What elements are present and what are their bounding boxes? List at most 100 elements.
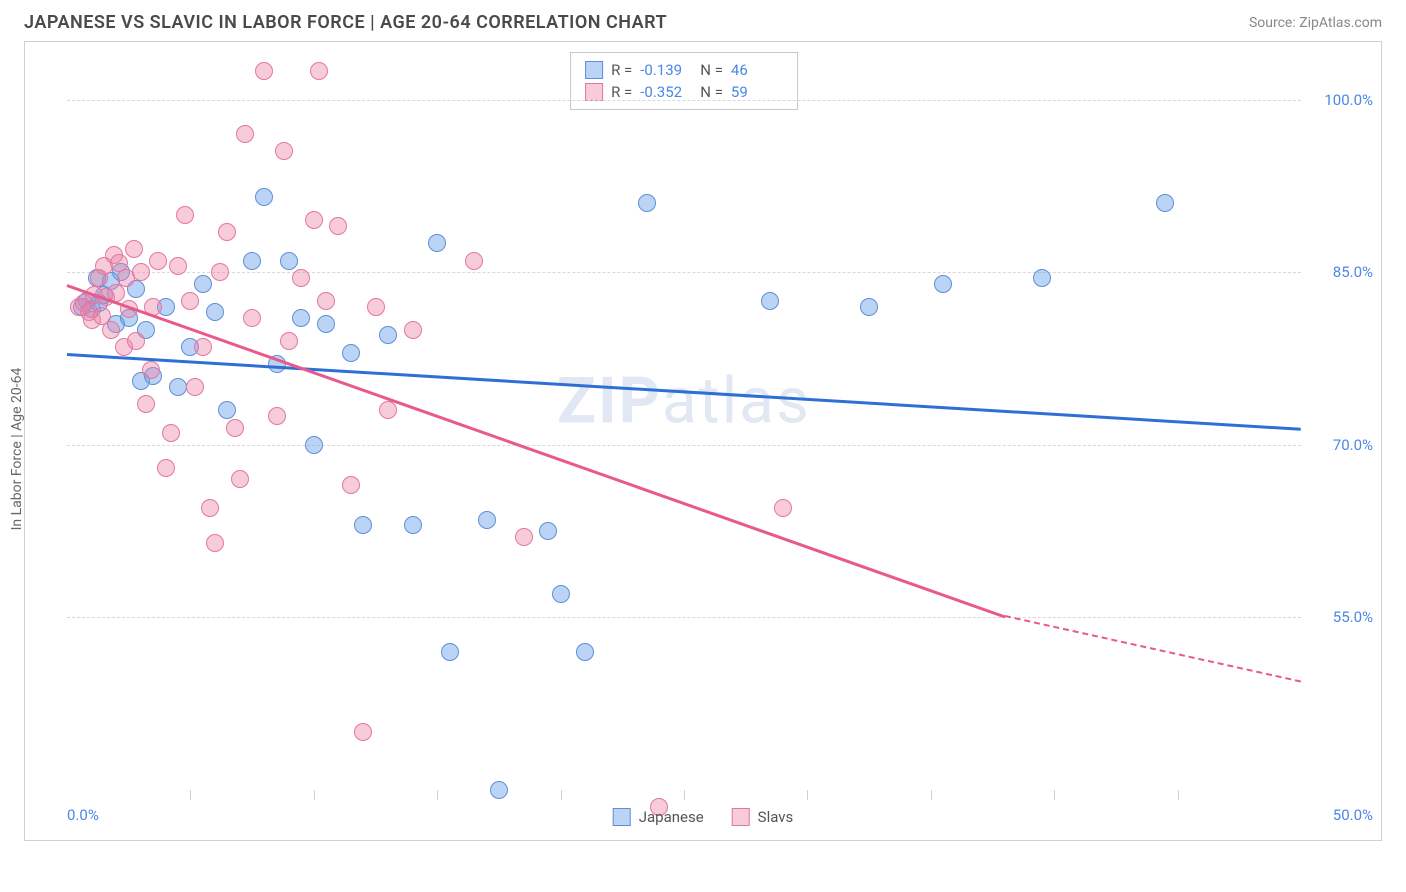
data-point [342,476,360,494]
data-point [761,292,779,310]
data-point [275,142,293,160]
data-point [236,125,254,143]
data-point [243,252,261,270]
legend-item-slavs: Slavs [732,808,794,826]
data-point [860,298,878,316]
data-point [186,378,204,396]
swatch-japanese [585,61,603,79]
data-point [292,269,310,287]
data-point [379,401,397,419]
data-point [231,470,249,488]
data-point [292,309,310,327]
trend-line [67,284,1006,618]
stats-box: R = -0.139 N = 46 R = -0.352 N = 59 [570,52,798,110]
data-point [638,194,656,212]
data-point [176,206,194,224]
data-point [428,234,446,252]
data-point [280,332,298,350]
gridline [67,100,1301,101]
data-point [127,332,145,350]
data-point [317,315,335,333]
data-point [149,252,167,270]
data-point [329,217,347,235]
data-point [367,298,385,316]
data-point [539,522,557,540]
data-point [243,309,261,327]
data-point [342,344,360,362]
x-tick [807,790,808,800]
gridline [67,617,1301,618]
data-point [218,401,236,419]
gridline [67,445,1301,446]
x-tick [190,790,191,800]
data-point [218,223,236,241]
x-min-label: 0.0% [67,806,99,824]
stats-row-japanese: R = -0.139 N = 46 [585,59,783,81]
data-point [206,303,224,321]
data-point [441,643,459,661]
data-point [157,459,175,477]
data-point [354,723,372,741]
data-point [211,263,229,281]
source-label: Source: ZipAtlas.com [1249,15,1382,31]
gridline [67,272,1301,273]
y-axis-label: In Labor Force | Age 20-64 [9,368,25,531]
r-value-slavs: -0.352 [640,83,692,101]
legend-item-japanese: Japanese [613,808,704,826]
data-point [226,419,244,437]
data-point [478,511,496,529]
data-point [255,188,273,206]
x-tick [684,790,685,800]
data-point [194,338,212,356]
data-point [142,361,160,379]
x-max-label: 50.0% [1333,806,1373,824]
data-point [1033,269,1051,287]
bottom-legend: Japanese Slavs [613,808,794,826]
data-point [169,378,187,396]
x-tick [1178,790,1179,800]
data-point [305,211,323,229]
data-point [162,424,180,442]
trend-line [1005,615,1302,683]
data-point [1156,194,1174,212]
data-point [102,321,120,339]
x-tick [314,790,315,800]
data-point [934,275,952,293]
data-point [310,62,328,80]
data-point [137,395,155,413]
data-point [305,436,323,454]
data-point [354,516,372,534]
data-point [515,528,533,546]
data-point [132,263,150,281]
data-point [317,292,335,310]
legend-swatch-slavs [732,808,750,826]
x-tick [1054,790,1055,800]
data-point [404,321,422,339]
data-point [490,781,508,799]
data-point [181,292,199,310]
x-tick [437,790,438,800]
data-point [280,252,298,270]
legend-swatch-japanese [613,808,631,826]
y-tick-label: 55.0% [1333,608,1373,626]
y-tick-label: 100.0% [1324,91,1373,109]
chart-title: JAPANESE VS SLAVIC IN LABOR FORCE | AGE … [24,12,667,33]
n-value-japanese: 46 [731,61,783,79]
data-point [194,275,212,293]
data-point [404,516,422,534]
data-point [774,499,792,517]
plot-area: ZIPatlas R = -0.139 N = 46 R = -0.352 N … [67,42,1301,790]
r-value-japanese: -0.139 [640,61,692,79]
data-point [552,585,570,603]
y-tick-label: 70.0% [1333,436,1373,454]
data-point [379,326,397,344]
data-point [169,257,187,275]
chart-container: In Labor Force | Age 20-64 ZIPatlas R = … [24,41,1382,841]
data-point [465,252,483,270]
data-point [576,643,594,661]
trend-line [67,353,1301,430]
y-tick-label: 85.0% [1333,263,1373,281]
swatch-slavs [585,83,603,101]
data-point [125,240,143,258]
data-point [268,407,286,425]
